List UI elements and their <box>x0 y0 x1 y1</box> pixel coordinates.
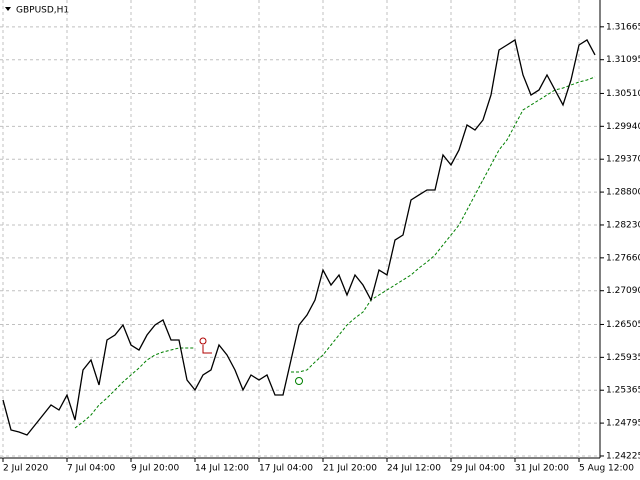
y-tick-label: 1.30510 <box>606 89 640 99</box>
y-tick-label: 1.26505 <box>606 320 640 330</box>
x-tick-label: 9 Jul 20:00 <box>131 464 180 474</box>
y-tick-label: 1.28800 <box>606 188 640 198</box>
x-tick-label: 21 Jul 20:00 <box>323 464 377 474</box>
y-tick-label: 1.29370 <box>606 155 640 165</box>
x-tick-label: 14 Jul 12:00 <box>195 464 249 474</box>
y-tick-label: 1.31665 <box>606 22 640 32</box>
y-tick-label: 1.24225 <box>606 451 640 461</box>
x-tick-label: 29 Jul 04:00 <box>451 464 505 474</box>
y-tick-label: 1.29940 <box>606 122 640 132</box>
x-tick-label: 2 Jul 2020 <box>3 464 48 474</box>
price-line <box>2 38 596 436</box>
x-tick-label: 5 Aug 12:00 <box>579 464 634 474</box>
chart-title: GBPUSD,H1 <box>16 6 69 16</box>
symbol-menu-arrow[interactable] <box>5 7 11 11</box>
y-tick-label: 1.25365 <box>606 386 640 396</box>
y-tick-label: 1.31095 <box>606 55 640 65</box>
y-tick-label: 1.24795 <box>606 419 640 429</box>
x-tick-label: 17 Jul 04:00 <box>259 464 313 474</box>
stop-segment <box>202 345 212 354</box>
sell-marker <box>199 337 207 345</box>
x-tick-label: 7 Jul 04:00 <box>67 464 116 474</box>
buy-marker <box>295 377 303 385</box>
y-tick-label: 1.28230 <box>606 220 640 230</box>
x-tick-label: 24 Jul 12:00 <box>387 464 441 474</box>
y-tick-label: 1.27660 <box>606 253 640 263</box>
stop-line <box>74 76 596 429</box>
x-tick-label: 31 Jul 20:00 <box>515 464 569 474</box>
y-tick-label: 1.27090 <box>606 286 640 296</box>
y-tick-label: 1.25935 <box>606 353 640 363</box>
